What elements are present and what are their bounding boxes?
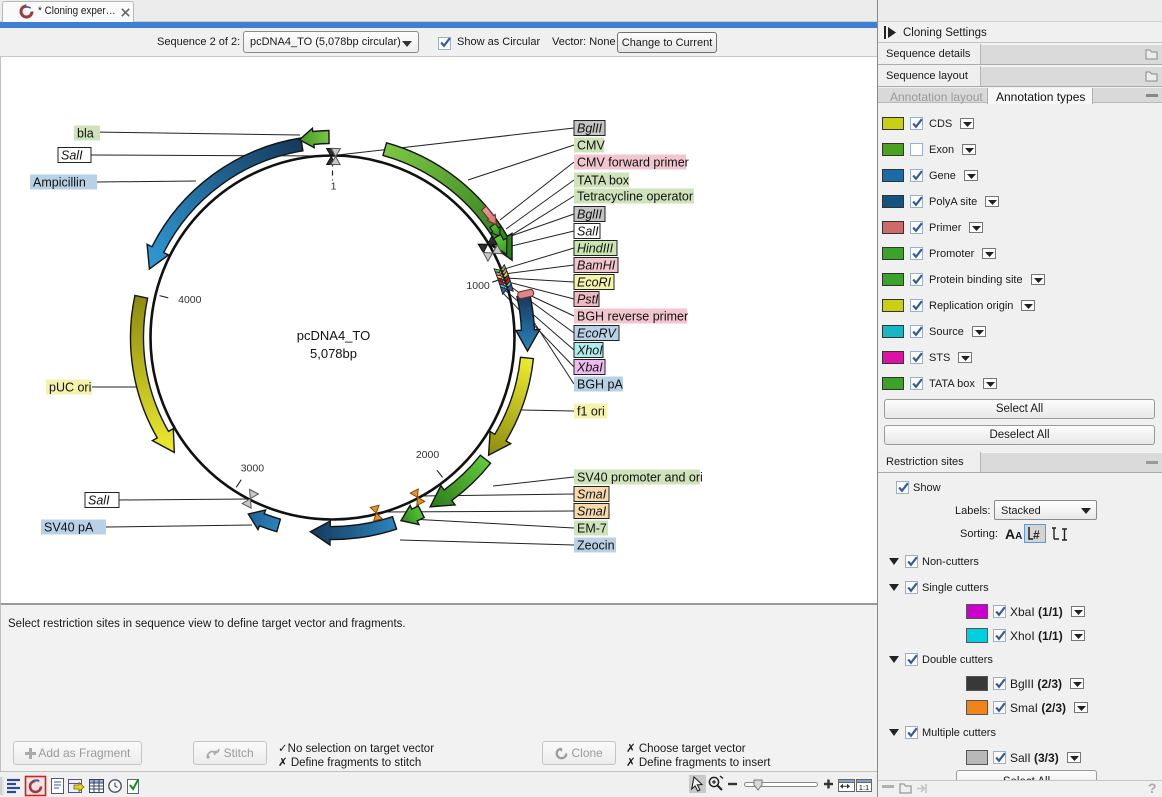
svg-text:1:1: 1:1 <box>859 783 869 792</box>
svg-text:BGH pA: BGH pA <box>577 378 624 392</box>
svg-text:CMV forward primer: CMV forward primer <box>577 156 689 170</box>
svg-text:pUC ori: pUC ori <box>49 381 91 395</box>
svg-text:SV40 promoter and ori: SV40 promoter and ori <box>577 471 703 485</box>
svg-text:5,078bp: 5,078bp <box>310 346 357 361</box>
svg-text:PstI: PstI <box>577 293 599 307</box>
svg-text:XbaI: XbaI <box>576 361 603 375</box>
svg-text:1: 1 <box>331 181 337 193</box>
svg-text:SalI: SalI <box>577 225 599 239</box>
svg-text:CMV: CMV <box>577 139 605 153</box>
svg-text:bla: bla <box>77 127 94 141</box>
svg-text:BamHI: BamHI <box>577 259 616 273</box>
svg-text:pcDNA4_TO: pcDNA4_TO <box>297 328 370 343</box>
svg-text:2000: 2000 <box>416 449 440 461</box>
svg-text:Zeocin: Zeocin <box>577 539 615 553</box>
svg-text:SV40 pA: SV40 pA <box>44 521 94 535</box>
svg-text:Ampicillin: Ampicillin <box>33 176 86 190</box>
svg-text:3000: 3000 <box>241 462 265 474</box>
svg-text:BGH reverse primer: BGH reverse primer <box>577 310 688 324</box>
svg-text:XhoI: XhoI <box>576 344 603 358</box>
svg-text:SmaI: SmaI <box>577 488 607 502</box>
svg-text:EcoRV: EcoRV <box>577 327 617 341</box>
svg-text:HindIII: HindIII <box>577 242 614 256</box>
svg-text:EcoRI: EcoRI <box>577 276 612 290</box>
svg-text:4000: 4000 <box>178 294 202 306</box>
svg-text:SalI: SalI <box>88 494 110 508</box>
svg-text:EM-7: EM-7 <box>577 522 607 536</box>
svg-text:1000: 1000 <box>466 280 490 292</box>
svg-text:Tetracycline operator: Tetracycline operator <box>577 190 693 204</box>
svg-text:#: # <box>1033 528 1040 542</box>
svg-text:BglII: BglII <box>577 122 603 136</box>
svg-text:TATA box: TATA box <box>577 174 630 188</box>
svg-text:SalI: SalI <box>61 149 83 163</box>
svg-text:BglII: BglII <box>577 208 603 222</box>
svg-text:f1 ori: f1 ori <box>577 405 605 419</box>
svg-text:SmaI: SmaI <box>577 505 607 519</box>
